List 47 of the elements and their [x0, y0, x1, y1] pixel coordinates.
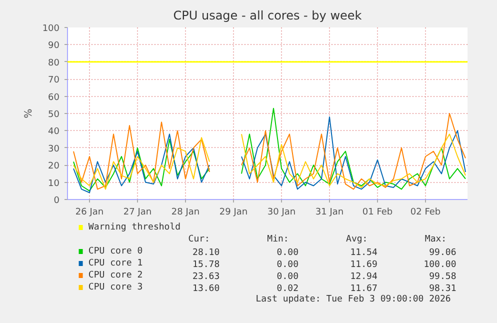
text: 0.00 [276, 260, 298, 270]
text: Last update: Tue Feb 3 09:00:00 2026 [256, 294, 451, 304]
x-tick-label: 26 Jan [75, 208, 104, 218]
x-tick-label: 02 Feb [410, 208, 441, 218]
text: 99.06 [429, 248, 456, 258]
x-tick-label: 01 Feb [362, 208, 393, 218]
x-tick-label: 28 Jan [171, 208, 200, 218]
y-tick-label: 80 [48, 58, 60, 68]
legend-label: CPU core 2 [88, 270, 143, 280]
text: 98.31 [429, 284, 456, 294]
x-tick-label: 27 Jan [123, 208, 152, 218]
text: Avg: [346, 234, 368, 244]
chart-title: CPU usage - all cores - by week [173, 8, 362, 22]
text: 28.10 [192, 248, 220, 258]
y-tick-label: 10 [48, 178, 60, 189]
y-tick-label: 70 [48, 76, 60, 86]
text: Min: [267, 234, 289, 244]
x-tick-label: 30 Jan [267, 208, 296, 218]
y-tick-label: 100 [42, 24, 60, 34]
legend-label: CPU core 3 [88, 282, 143, 292]
text: 15.78 [192, 260, 220, 270]
text: 11.69 [350, 260, 378, 270]
text: Cur: [188, 234, 210, 244]
y-tick-label: 20 [48, 162, 60, 172]
y-tick-label: 40 [48, 127, 60, 138]
legend-label: Warning threshold [88, 222, 181, 232]
legend-label: CPU core 0 [88, 246, 143, 256]
text: 11.54 [350, 248, 378, 258]
y-tick-label: 0 [54, 196, 60, 206]
y-tick-label: 90 [48, 41, 60, 52]
y-axis-title: % [23, 108, 34, 118]
y-tick-label: 50 [48, 110, 60, 120]
text: 11.67 [350, 284, 378, 294]
text: 13.60 [192, 284, 220, 294]
text: 100.00 [424, 260, 456, 270]
text: 99.58 [429, 272, 456, 282]
text: 0.00 [276, 272, 298, 282]
text: Max: [424, 234, 447, 244]
y-tick-label: 60 [48, 92, 60, 103]
text: 0.02 [276, 284, 298, 294]
x-tick-label: 31 Jan [315, 208, 344, 218]
text: 0.00 [276, 248, 298, 258]
text: 23.63 [192, 272, 220, 282]
x-tick-label: 29 Jan [219, 208, 248, 218]
y-tick-label: 30 [48, 144, 60, 154]
legend-label: CPU core 1 [88, 258, 143, 268]
text: 12.94 [350, 272, 378, 282]
